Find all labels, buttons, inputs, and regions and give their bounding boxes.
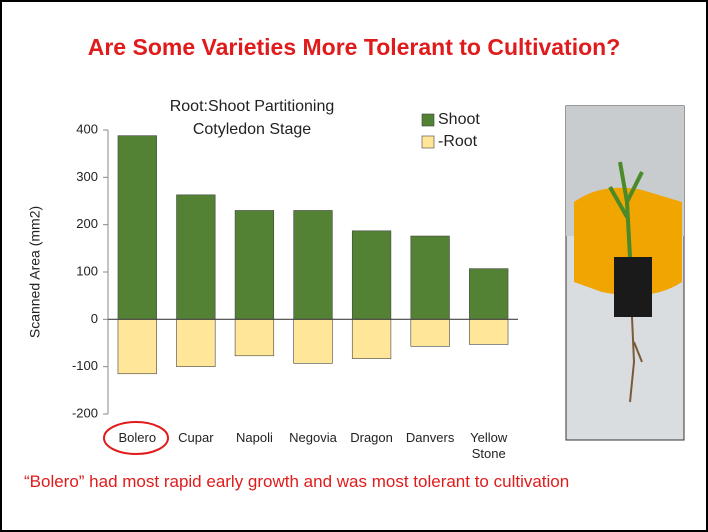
chart-title: Root:Shoot Partitioning (170, 98, 335, 115)
clamp-jaw (614, 257, 652, 317)
bar (117, 135, 157, 320)
bar (176, 194, 216, 320)
seedling (608, 161, 644, 258)
x-tick-label: Negovia (289, 430, 337, 445)
y-tick-label: 200 (76, 216, 98, 231)
bar (410, 235, 450, 320)
photo (565, 105, 685, 441)
caption: “Bolero” had most rapid early growth and… (24, 472, 570, 491)
x-tick-label: Cupar (178, 430, 214, 445)
x-tick-label: Danvers (405, 430, 455, 445)
bar (234, 319, 275, 357)
y-tick-label: 0 (91, 311, 98, 326)
slide-title: Are Some Varieties More Tolerant to Cult… (87, 34, 621, 60)
highlight-circle (103, 421, 169, 455)
bar (293, 210, 333, 320)
bar (293, 319, 333, 364)
y-axis-label: Scanned Area (mm2) (27, 206, 43, 338)
y-tick-label: -100 (72, 358, 98, 373)
x-tick-label: Yellow Stone (470, 430, 508, 461)
bar (117, 319, 157, 375)
bar (469, 268, 509, 320)
legend-label: -Root (438, 133, 478, 150)
y-tick-label: 400 (76, 121, 98, 136)
bar (234, 210, 275, 320)
bar (176, 319, 216, 367)
y-tick-label: 100 (76, 263, 98, 278)
y-tick-label: 300 (76, 169, 98, 184)
x-tick-label: Bolero (118, 430, 157, 445)
legend-label: Shoot (438, 111, 480, 128)
root (629, 316, 643, 403)
legend-swatch (421, 113, 435, 127)
bar (351, 319, 392, 359)
legend-swatch (421, 135, 435, 149)
bar (351, 230, 392, 320)
bar (410, 319, 450, 347)
bar (469, 319, 509, 345)
y-tick-label: -200 (72, 405, 98, 420)
x-tick-label: Dragon (350, 430, 393, 445)
chart-subtitle: Cotyledon Stage (193, 121, 311, 138)
x-tick-label: Napoli (235, 430, 273, 445)
